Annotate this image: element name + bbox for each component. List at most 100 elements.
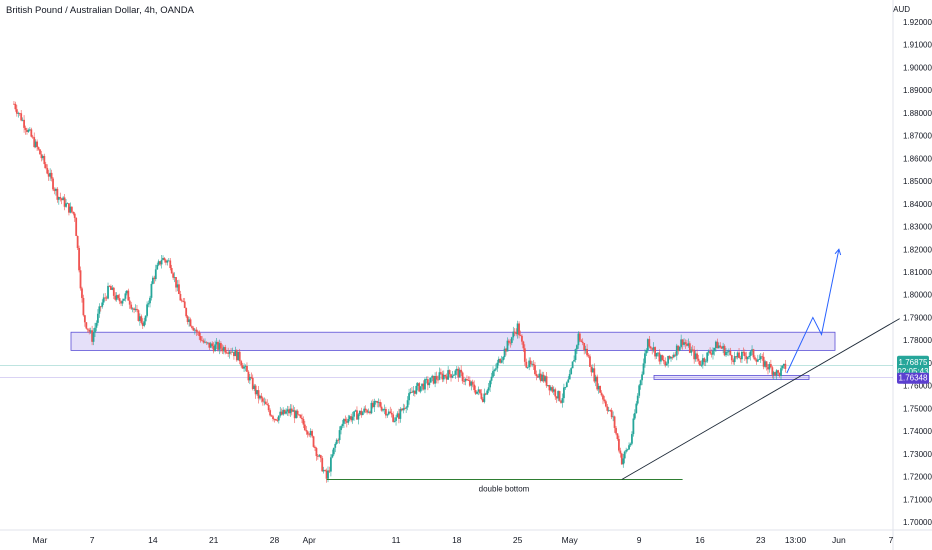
candle-body bbox=[127, 290, 130, 301]
candle-body bbox=[212, 346, 215, 352]
candle-body bbox=[267, 405, 270, 411]
candle-body bbox=[496, 362, 499, 369]
candle-body bbox=[699, 360, 701, 366]
y-tick-label: 1.86000 bbox=[903, 154, 932, 163]
candle-body bbox=[539, 373, 542, 382]
candle-body bbox=[667, 355, 670, 364]
candle-body bbox=[121, 300, 124, 304]
candle-body bbox=[577, 333, 580, 346]
x-tick-label: 18 bbox=[452, 535, 462, 545]
candle-body bbox=[363, 408, 366, 413]
candle-body bbox=[235, 350, 238, 361]
candle-body bbox=[561, 398, 564, 403]
candle-body bbox=[635, 403, 638, 414]
candle-body bbox=[618, 439, 620, 451]
candle-body bbox=[783, 363, 785, 366]
candle-body bbox=[350, 416, 353, 421]
candle-body bbox=[88, 329, 91, 332]
candle-body bbox=[141, 322, 144, 326]
candle-body bbox=[784, 363, 787, 369]
candle-body bbox=[458, 369, 461, 378]
x-tick-label: Jun bbox=[832, 535, 846, 545]
candle-body bbox=[361, 412, 364, 416]
candle-body bbox=[713, 347, 716, 351]
candle-body bbox=[234, 350, 237, 357]
candle-body bbox=[638, 385, 641, 396]
candle-body bbox=[228, 351, 231, 354]
candle-body bbox=[377, 401, 380, 403]
candle-body bbox=[211, 343, 214, 347]
candle-body bbox=[39, 149, 41, 155]
candle-body bbox=[642, 363, 645, 375]
candle-body bbox=[479, 389, 481, 394]
candle-body bbox=[83, 315, 86, 323]
candle-body bbox=[719, 345, 722, 348]
candle-body bbox=[418, 383, 421, 392]
candle-body bbox=[581, 341, 584, 344]
candle-body bbox=[373, 401, 376, 408]
candle-body bbox=[563, 387, 565, 399]
candle-body bbox=[172, 273, 175, 278]
candle-body bbox=[531, 363, 533, 365]
candle-body bbox=[296, 410, 299, 415]
candle-body bbox=[110, 286, 112, 290]
candle-body bbox=[549, 387, 552, 391]
candle-body bbox=[704, 361, 707, 363]
candle-body bbox=[189, 319, 192, 327]
candle-body bbox=[149, 297, 151, 304]
candle-body bbox=[726, 351, 729, 353]
candle-body bbox=[712, 350, 714, 355]
candles bbox=[13, 101, 787, 483]
candle-body bbox=[143, 321, 146, 326]
candle-body bbox=[246, 365, 248, 372]
candle-body bbox=[159, 261, 162, 265]
candle-body bbox=[508, 340, 510, 343]
candle-body bbox=[75, 217, 78, 236]
candle-body bbox=[154, 269, 157, 280]
candle-body bbox=[107, 285, 109, 299]
candle-body bbox=[163, 257, 166, 261]
candle-body bbox=[248, 376, 251, 381]
candle-body bbox=[293, 410, 296, 419]
price-axis[interactable]: 1.92000 1.91000 1.90000 1.89000 1.88000 1.870… bbox=[897, 18, 932, 527]
candle-body bbox=[65, 203, 67, 207]
candle-body bbox=[89, 330, 92, 332]
candle-body bbox=[706, 352, 709, 362]
y-tick-label: 1.91000 bbox=[903, 41, 932, 50]
candle-body bbox=[444, 374, 447, 377]
time-axis[interactable]: Mar 7 14 21 28 Apr 11 18 25 May 9 16 23 13:00 Jun 7 bbox=[33, 535, 894, 545]
candle-body bbox=[717, 345, 720, 349]
candle-body bbox=[105, 297, 108, 299]
candle-body bbox=[85, 322, 88, 329]
candle-body bbox=[243, 366, 245, 369]
candle-body bbox=[424, 379, 426, 390]
candle-body bbox=[764, 361, 766, 367]
y-tick-label: 1.76000 bbox=[903, 382, 932, 391]
candle-body bbox=[412, 390, 415, 393]
candle-body bbox=[215, 341, 218, 345]
candle-body bbox=[400, 409, 403, 411]
candle-body bbox=[250, 376, 253, 378]
candle-body bbox=[214, 344, 217, 352]
candle-body bbox=[263, 401, 266, 403]
candle-body bbox=[41, 155, 44, 159]
candle-body bbox=[701, 358, 704, 365]
candle-body bbox=[772, 372, 775, 375]
candle-body bbox=[450, 374, 452, 378]
candle-body bbox=[476, 391, 478, 394]
candle-body bbox=[600, 392, 603, 396]
candle-body bbox=[102, 297, 105, 303]
candle-body bbox=[217, 341, 219, 350]
candle-body bbox=[688, 343, 691, 353]
candle-body bbox=[202, 340, 205, 343]
candle-body bbox=[497, 358, 500, 363]
candle-body bbox=[195, 329, 198, 332]
candle-body bbox=[460, 369, 463, 373]
candle-body bbox=[502, 357, 505, 361]
candle-body bbox=[500, 360, 503, 363]
candle-body bbox=[358, 410, 361, 415]
candle-body bbox=[316, 456, 319, 457]
candle-body bbox=[654, 347, 656, 357]
candle-body bbox=[66, 203, 69, 205]
